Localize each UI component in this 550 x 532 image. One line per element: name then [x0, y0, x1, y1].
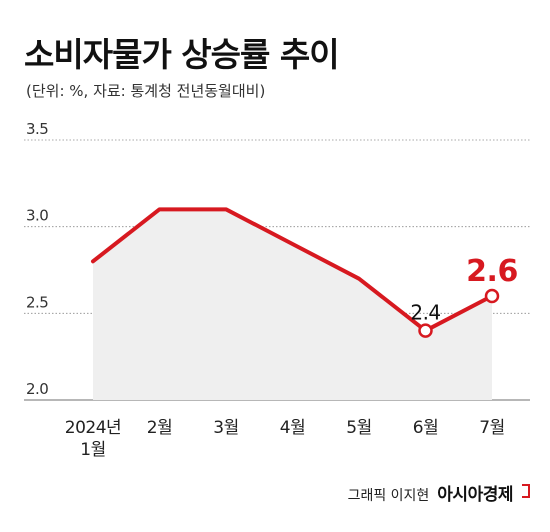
credit-byline: 그래픽 이지현 — [347, 488, 430, 504]
x-tick-label: 6월 — [413, 418, 438, 438]
data-labels: 2.4 2.6 — [410, 254, 518, 325]
y-tick-label: 3.0 — [26, 207, 48, 225]
markers-layer — [418, 288, 500, 338]
y-tick-labels: 2.0 2.5 3.0 3.5 — [26, 120, 49, 398]
x-tick-label: 2024년 — [65, 418, 121, 438]
brand-mark-icon — [522, 484, 530, 498]
y-tick-label: 2.0 — [26, 380, 48, 398]
x-tick-label: 5월 — [346, 418, 371, 438]
chart-title: 소비자물가 상승률 추이 — [24, 35, 340, 74]
brand-logo: 아시아경제 — [437, 485, 513, 505]
data-label: 2.4 — [410, 301, 440, 325]
x-tick-label: 3월 — [213, 418, 238, 438]
chart-subtitle: (단위: %, 자료: 통계청 전년동월대비) — [26, 82, 266, 100]
x-tick-label: 4월 — [280, 418, 305, 438]
y-tick-label: 2.5 — [26, 293, 48, 311]
data-point-marker — [418, 323, 433, 338]
x-tick-label: 7월 — [479, 418, 504, 438]
x-tick-label: 1월 — [80, 440, 105, 460]
y-tick-label: 3.5 — [26, 120, 48, 138]
area-fill-layer — [93, 209, 492, 400]
x-tick-label: 2월 — [147, 418, 172, 438]
area-fill — [93, 209, 492, 400]
data-label: 2.6 — [466, 254, 518, 289]
credit: 그래픽 이지현 아시아경제 — [348, 480, 530, 505]
data-point-marker — [484, 288, 500, 304]
